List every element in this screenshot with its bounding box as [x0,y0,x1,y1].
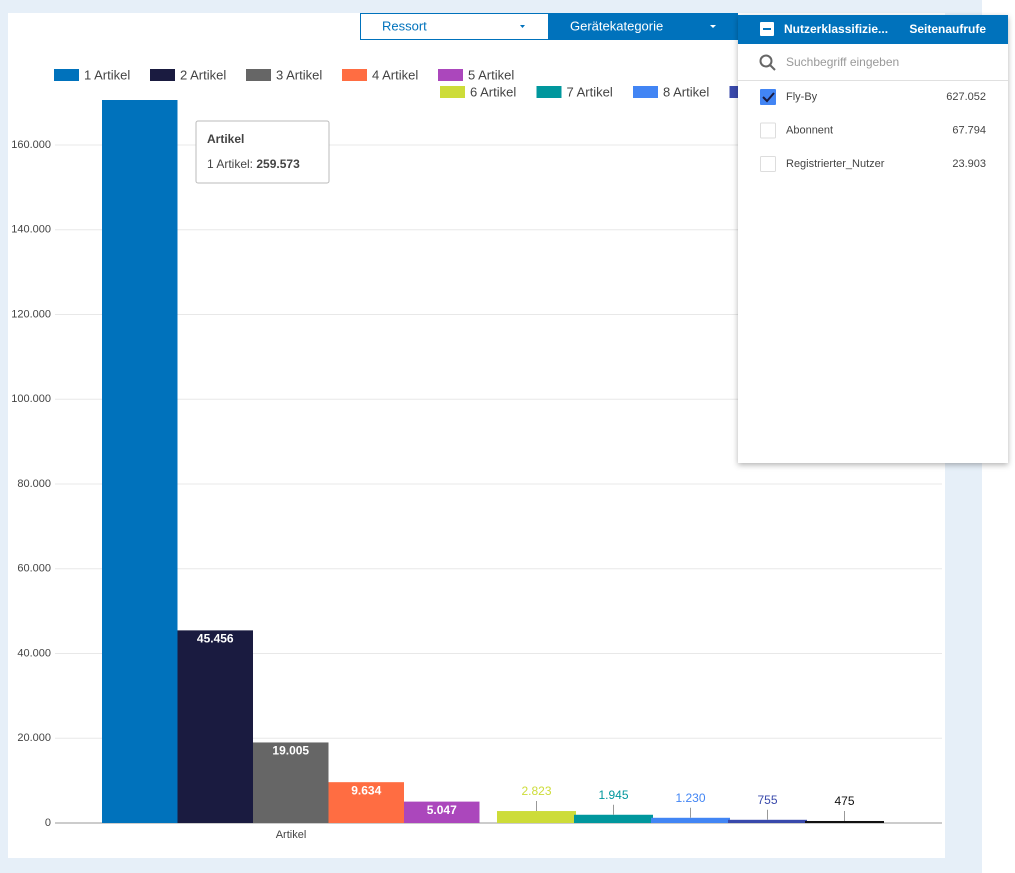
data-label: 1.945 [598,788,628,802]
legend-swatch [536,86,562,98]
search-icon [759,54,773,68]
legend-label: 1 Artikel [84,67,130,82]
legend-swatch [633,86,658,98]
tooltip-label: 1 Artikel: [207,157,256,171]
item-label: Abonnent [786,124,833,136]
panel-box [738,15,1008,463]
tooltip-line: 1 Artikel: 259.573 [207,157,300,171]
tooltip-box [195,120,330,184]
legend-label: 5 Artikel [468,67,514,82]
data-label: 475 [834,794,854,808]
data-label: 45.456 [197,632,234,646]
legend-swatch [440,86,465,98]
item-label: Fly-By [786,91,818,103]
y-tick-label: 80.000 [17,478,51,490]
data-label: 19.005 [272,744,309,758]
checkbox[interactable] [760,122,776,139]
legend-label: 2 Artikel [180,67,226,82]
legend-swatch [246,69,271,81]
data-label: 5.047 [427,803,457,817]
filter-panel: Nutzerklassifizie... Seitenaufrufe Suchbeg… [738,15,1008,463]
bar [404,801,480,823]
checkbox[interactable] [760,89,776,105]
bar [497,811,576,823]
y-tick-label: 0 [45,817,51,829]
legend-label: 3 Artikel [276,67,322,82]
dropdown[interactable] [548,13,738,40]
legend-swatch [54,69,79,81]
legend-label: 6 Artikel [470,84,516,99]
bar [177,630,253,823]
legend-swatch [150,69,175,81]
chart: 0 20.000 40.000 60.000 80.000 100.000 120.000 1… [11,67,942,841]
tooltip: Artikel 1 Artikel: 259.573 [195,120,330,184]
y-tick-label: 20.000 [17,732,51,744]
item-label: Registrierter_Nutzer [786,158,885,170]
dropdown[interactable] [360,13,549,40]
dropdown-arrow [520,25,525,28]
y-tick-label: 100.000 [11,393,51,405]
bar [328,782,404,823]
panel-header [738,15,1008,44]
item-value: 23.903 [952,158,986,170]
panel-metric: Seitenaufrufe [909,22,986,36]
select-all-dash [763,28,771,30]
bar [651,817,730,823]
bar [805,820,884,823]
legend-label: 7 Artikel [567,84,613,99]
legend-label: 4 Artikel [372,67,418,82]
bar [728,819,807,823]
dropdown-label: Ressort [382,18,427,33]
bar [253,742,329,823]
checkmark [762,92,775,103]
data-label: 1.230 [675,791,705,805]
x-axis-label: Artikel [276,829,307,841]
bar [574,814,653,823]
checkbox[interactable] [760,156,776,172]
controls: Ressort Gerätekategorie Nutzerklassifizie.… [360,13,1008,463]
y-tick-label: 160.000 [11,139,51,151]
y-tick-label: 140.000 [11,224,51,236]
tooltip-title: Artikel [207,132,244,146]
item-value: 627.052 [946,91,986,103]
legend-swatch [438,69,463,81]
y-tick-label: 120.000 [11,308,51,320]
data-label: 755 [757,793,777,807]
data-label: 9.634 [351,783,381,797]
item-value: 67.794 [952,124,986,136]
bar [102,100,178,823]
search-input[interactable]: Suchbegriff eingeben [786,55,899,69]
y-tick-label: 60.000 [17,563,51,575]
data-label: 2.823 [521,784,551,798]
dropdown-arrow [710,25,716,28]
legend-label: 8 Artikel [663,84,709,99]
y-tick-label: 40.000 [17,647,51,659]
panel-title: Nutzerklassifizie... [784,22,888,36]
bars [102,100,884,823]
tooltip-value: 259.573 [256,157,300,171]
dropdown-label: Gerätekategorie [570,18,663,33]
search-icon [769,64,776,71]
legend-swatch [342,69,367,81]
